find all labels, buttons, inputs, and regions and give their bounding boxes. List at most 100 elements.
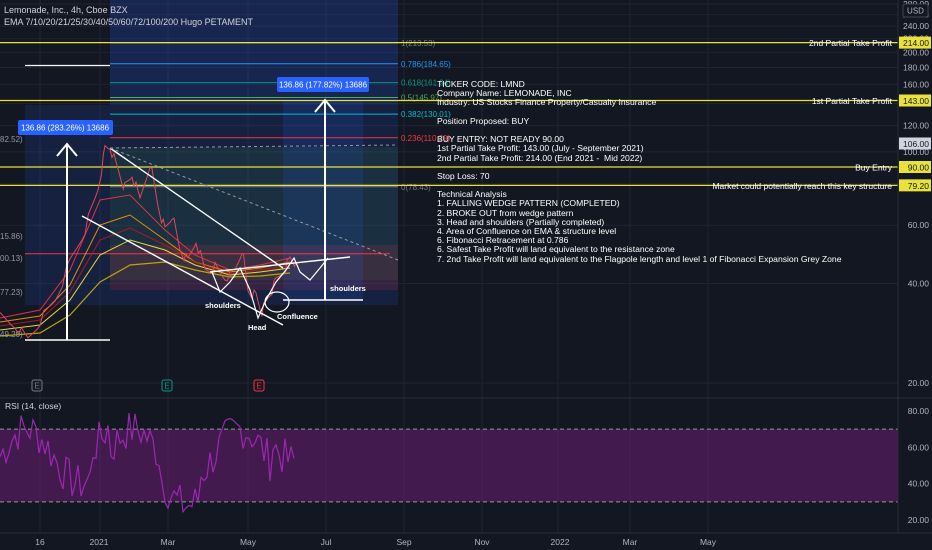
axis-price-tag: 90.00 xyxy=(908,162,930,172)
time-tick-label: 16 xyxy=(35,537,45,547)
rsi-band xyxy=(0,429,898,502)
price-tick-label: 100.00 xyxy=(903,147,929,157)
confluence-circle xyxy=(264,291,290,313)
wedge-lower-line xyxy=(81,215,284,326)
price-line xyxy=(0,144,297,339)
left-edge-label: 15.86) xyxy=(0,232,23,241)
axis-price-tag-bg xyxy=(899,94,931,107)
left-edge-label: 82.52) xyxy=(0,135,23,144)
time-tick-label: May xyxy=(700,537,717,547)
axis-price-tag-bg xyxy=(899,137,931,150)
earnings-marker-box xyxy=(31,379,43,392)
earnings-marker-label: E xyxy=(256,382,261,391)
price-axis[interactable]: 20.0040.0060.0080.00100.00120.00140.0016… xyxy=(897,0,931,533)
time-tick-label: Mar xyxy=(623,537,638,547)
time-tick-label: 2021 xyxy=(90,537,109,547)
indicator-legend[interactable]: EMA 7/10/20/21/25/30/40/50/60/72/100/200… xyxy=(4,17,253,27)
shoulders-left-label: shoulders xyxy=(205,301,241,310)
analysis-note-line: BUY ENTRY: NOT READY 90.00 xyxy=(437,134,564,145)
fib-level-label: 0.618(161.94) xyxy=(401,79,451,88)
time-tick-label: Sep xyxy=(396,537,411,547)
time-axis[interactable]: 16 2021 Mar May Jul Sep Nov 2022 Mar May xyxy=(0,532,932,547)
measure-arrowhead-right xyxy=(314,98,336,113)
setup-zones xyxy=(25,0,398,305)
measure-label-right: 136.86 (177.82%) 13686 xyxy=(279,81,368,90)
level-label-tp2: 2nd Partial Take Profit xyxy=(809,38,893,48)
price-tick-label: 20.00 xyxy=(908,378,930,388)
axis-price-tag: 79.20 xyxy=(908,181,930,191)
shoulders-right-label: shoulders xyxy=(330,284,366,293)
earnings-marker-box xyxy=(161,379,173,392)
time-tick-label: Mar xyxy=(161,537,176,547)
left-edge-label: 77.23) xyxy=(0,288,23,297)
measure-label-right-bg xyxy=(277,77,369,92)
analysis-note-line: Stop Loss: 70 xyxy=(437,170,490,181)
measure-label-left: 136.86 (283.26%) 13686 xyxy=(21,124,110,133)
analysis-note-line: 3. Head and shoulders (Partially complet… xyxy=(437,216,605,227)
earnings-marker-label: E xyxy=(34,382,39,391)
fibonacci-retracement: 1(213.53) 0.786(184.65) 0.618(161.94) 0.5(1… xyxy=(110,39,451,192)
ema-line xyxy=(0,261,291,337)
axis-price-tag-bg xyxy=(899,179,931,192)
analysis-note-line: 6. Fibonacci Retracement at 0.786 xyxy=(437,235,569,246)
ema-line xyxy=(0,239,291,331)
analysis-notes: TICKER CODE: LMND Company Name: LEMONADE,… xyxy=(437,79,842,264)
analysis-note-line: Technical Analysis xyxy=(437,189,507,200)
time-tick-label: Nov xyxy=(474,537,490,547)
price-tick-label: 160.00 xyxy=(903,79,929,89)
currency-label: USD xyxy=(907,7,924,16)
head-label: Head xyxy=(248,323,267,332)
fib-level-label: 0.786(184.65) xyxy=(401,60,451,69)
axis-price-tag: 214.00 xyxy=(903,38,929,48)
axis-price-tag: 143.00 xyxy=(903,96,929,106)
fib-level-label: 0.5(145.97) xyxy=(401,94,442,103)
measure-zone xyxy=(283,100,363,300)
analysis-note-line: Industry: US Stocks Finance Property/Cas… xyxy=(437,97,657,108)
confluence-label: Confluence xyxy=(277,312,318,321)
axis-price-tag-bg xyxy=(899,160,931,173)
analysis-note-line: 2. BROKE OUT from wedge pattern xyxy=(437,207,574,218)
fib-level-label: 0.382(130.01) xyxy=(401,110,451,119)
fib-level-label: 1(213.53) xyxy=(401,39,436,48)
analysis-note-line: 7. 2nd Take Profit will land equivalent … xyxy=(437,253,842,264)
measure-label-left-bg xyxy=(18,120,113,135)
analysis-note-line: 2nd Partial Take Profit: 214.00 (End 202… xyxy=(437,152,643,163)
wedge-upper-line xyxy=(109,147,284,269)
axis-price-tag: 106.00 xyxy=(903,139,929,149)
rsi-label: RSI (14, close) xyxy=(5,401,61,411)
rsi-tick-label: 80.00 xyxy=(908,406,930,416)
head-shoulders-path xyxy=(211,256,329,320)
price-tick-label: 240.00 xyxy=(903,21,929,31)
earnings-marker-label: E xyxy=(164,382,169,391)
price-tick-label: 120.00 xyxy=(903,121,929,131)
time-tick-label: May xyxy=(240,537,257,547)
rsi-tick-label: 60.00 xyxy=(908,442,930,452)
pattern-drawings: shoulders shoulders Head Confluence 136.86 (… xyxy=(0,77,399,392)
chart-symbol-title: Lemonade, Inc., 4h, Cboe BZX xyxy=(4,5,128,15)
time-tick-label: Jul xyxy=(321,537,332,547)
level-label-structure: Market could potentially reach this key … xyxy=(712,181,892,191)
analysis-note-line: TICKER CODE: LMND xyxy=(437,79,525,89)
analysis-note-line: Company Name: LEMONADE, INC xyxy=(437,88,572,99)
rsi-tick-label: 40.00 xyxy=(908,479,930,489)
rsi-tick-label: 20.00 xyxy=(908,515,930,525)
price-tick-label: 180.00 xyxy=(903,62,929,72)
fib-level-label: 0(78.43) xyxy=(401,183,431,192)
rsi-pane: RSI (14, close) xyxy=(0,397,932,514)
analysis-note-line: 6. Safest Take Profit will land equivale… xyxy=(437,244,675,255)
rsi-line xyxy=(0,413,295,514)
left-edge-label: 00.13) xyxy=(0,254,23,263)
price-tick-label: 40.00 xyxy=(908,278,930,288)
measure-arrowhead-left xyxy=(56,142,78,157)
analysis-note-line: Position Proposed: BUY xyxy=(437,115,530,126)
fib-level-label: 0.236(110.29) xyxy=(401,134,451,143)
level-label-tp1: 1st Partial Take Profit xyxy=(812,96,893,106)
price-series xyxy=(0,144,297,339)
price-tick-label: 200.00 xyxy=(903,47,929,57)
left-edge-label: 49.20) xyxy=(0,330,23,339)
currency-box xyxy=(902,3,929,18)
analysis-note-line: 1. FALLING WEDGE PATTERN (COMPLETED) xyxy=(437,198,620,209)
level-label-entry: Buy Entry xyxy=(855,162,893,172)
analysis-note-line: 4. Area of Confluence on EMA & structure… xyxy=(437,226,617,236)
